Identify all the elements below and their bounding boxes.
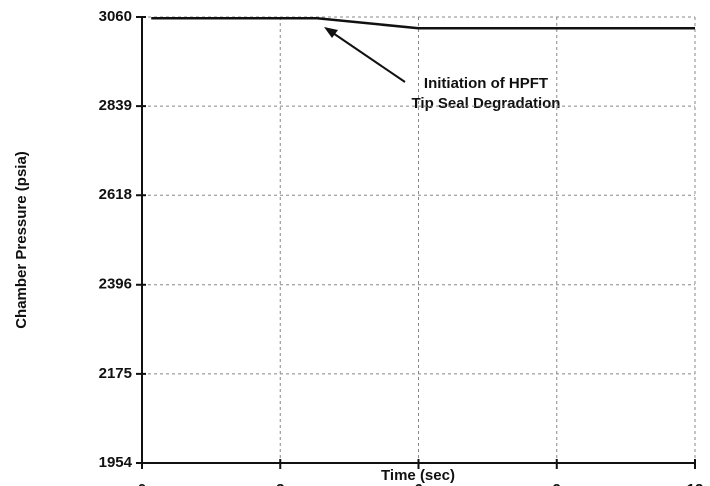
x-tick-label: 3 [276, 481, 284, 486]
x-tick-label: 0 [138, 481, 146, 486]
y-tick-label: 2839 [99, 97, 132, 114]
annotation: Tip Seal Degradation [412, 95, 561, 112]
annotation: Initiation of HPFT [424, 75, 548, 92]
data-line [151, 16, 695, 30]
x-axis-label: Time (sec) [381, 467, 455, 484]
y-tick-label: 2175 [99, 365, 132, 382]
x-tick-label: 9 [553, 481, 561, 486]
y-tick-label: 2618 [99, 186, 132, 203]
y-tick-label: 1954 [99, 454, 133, 471]
y-axis-label: Chamber Pressure (psia) [13, 151, 30, 329]
annotation-arrow [329, 30, 406, 83]
x-tick-label: 12 [687, 481, 704, 486]
x-tick-label: 6 [414, 481, 422, 486]
y-tick-label: 2396 [99, 276, 132, 293]
arrow-head [324, 27, 338, 38]
y-tick-label: 3060 [99, 8, 132, 25]
